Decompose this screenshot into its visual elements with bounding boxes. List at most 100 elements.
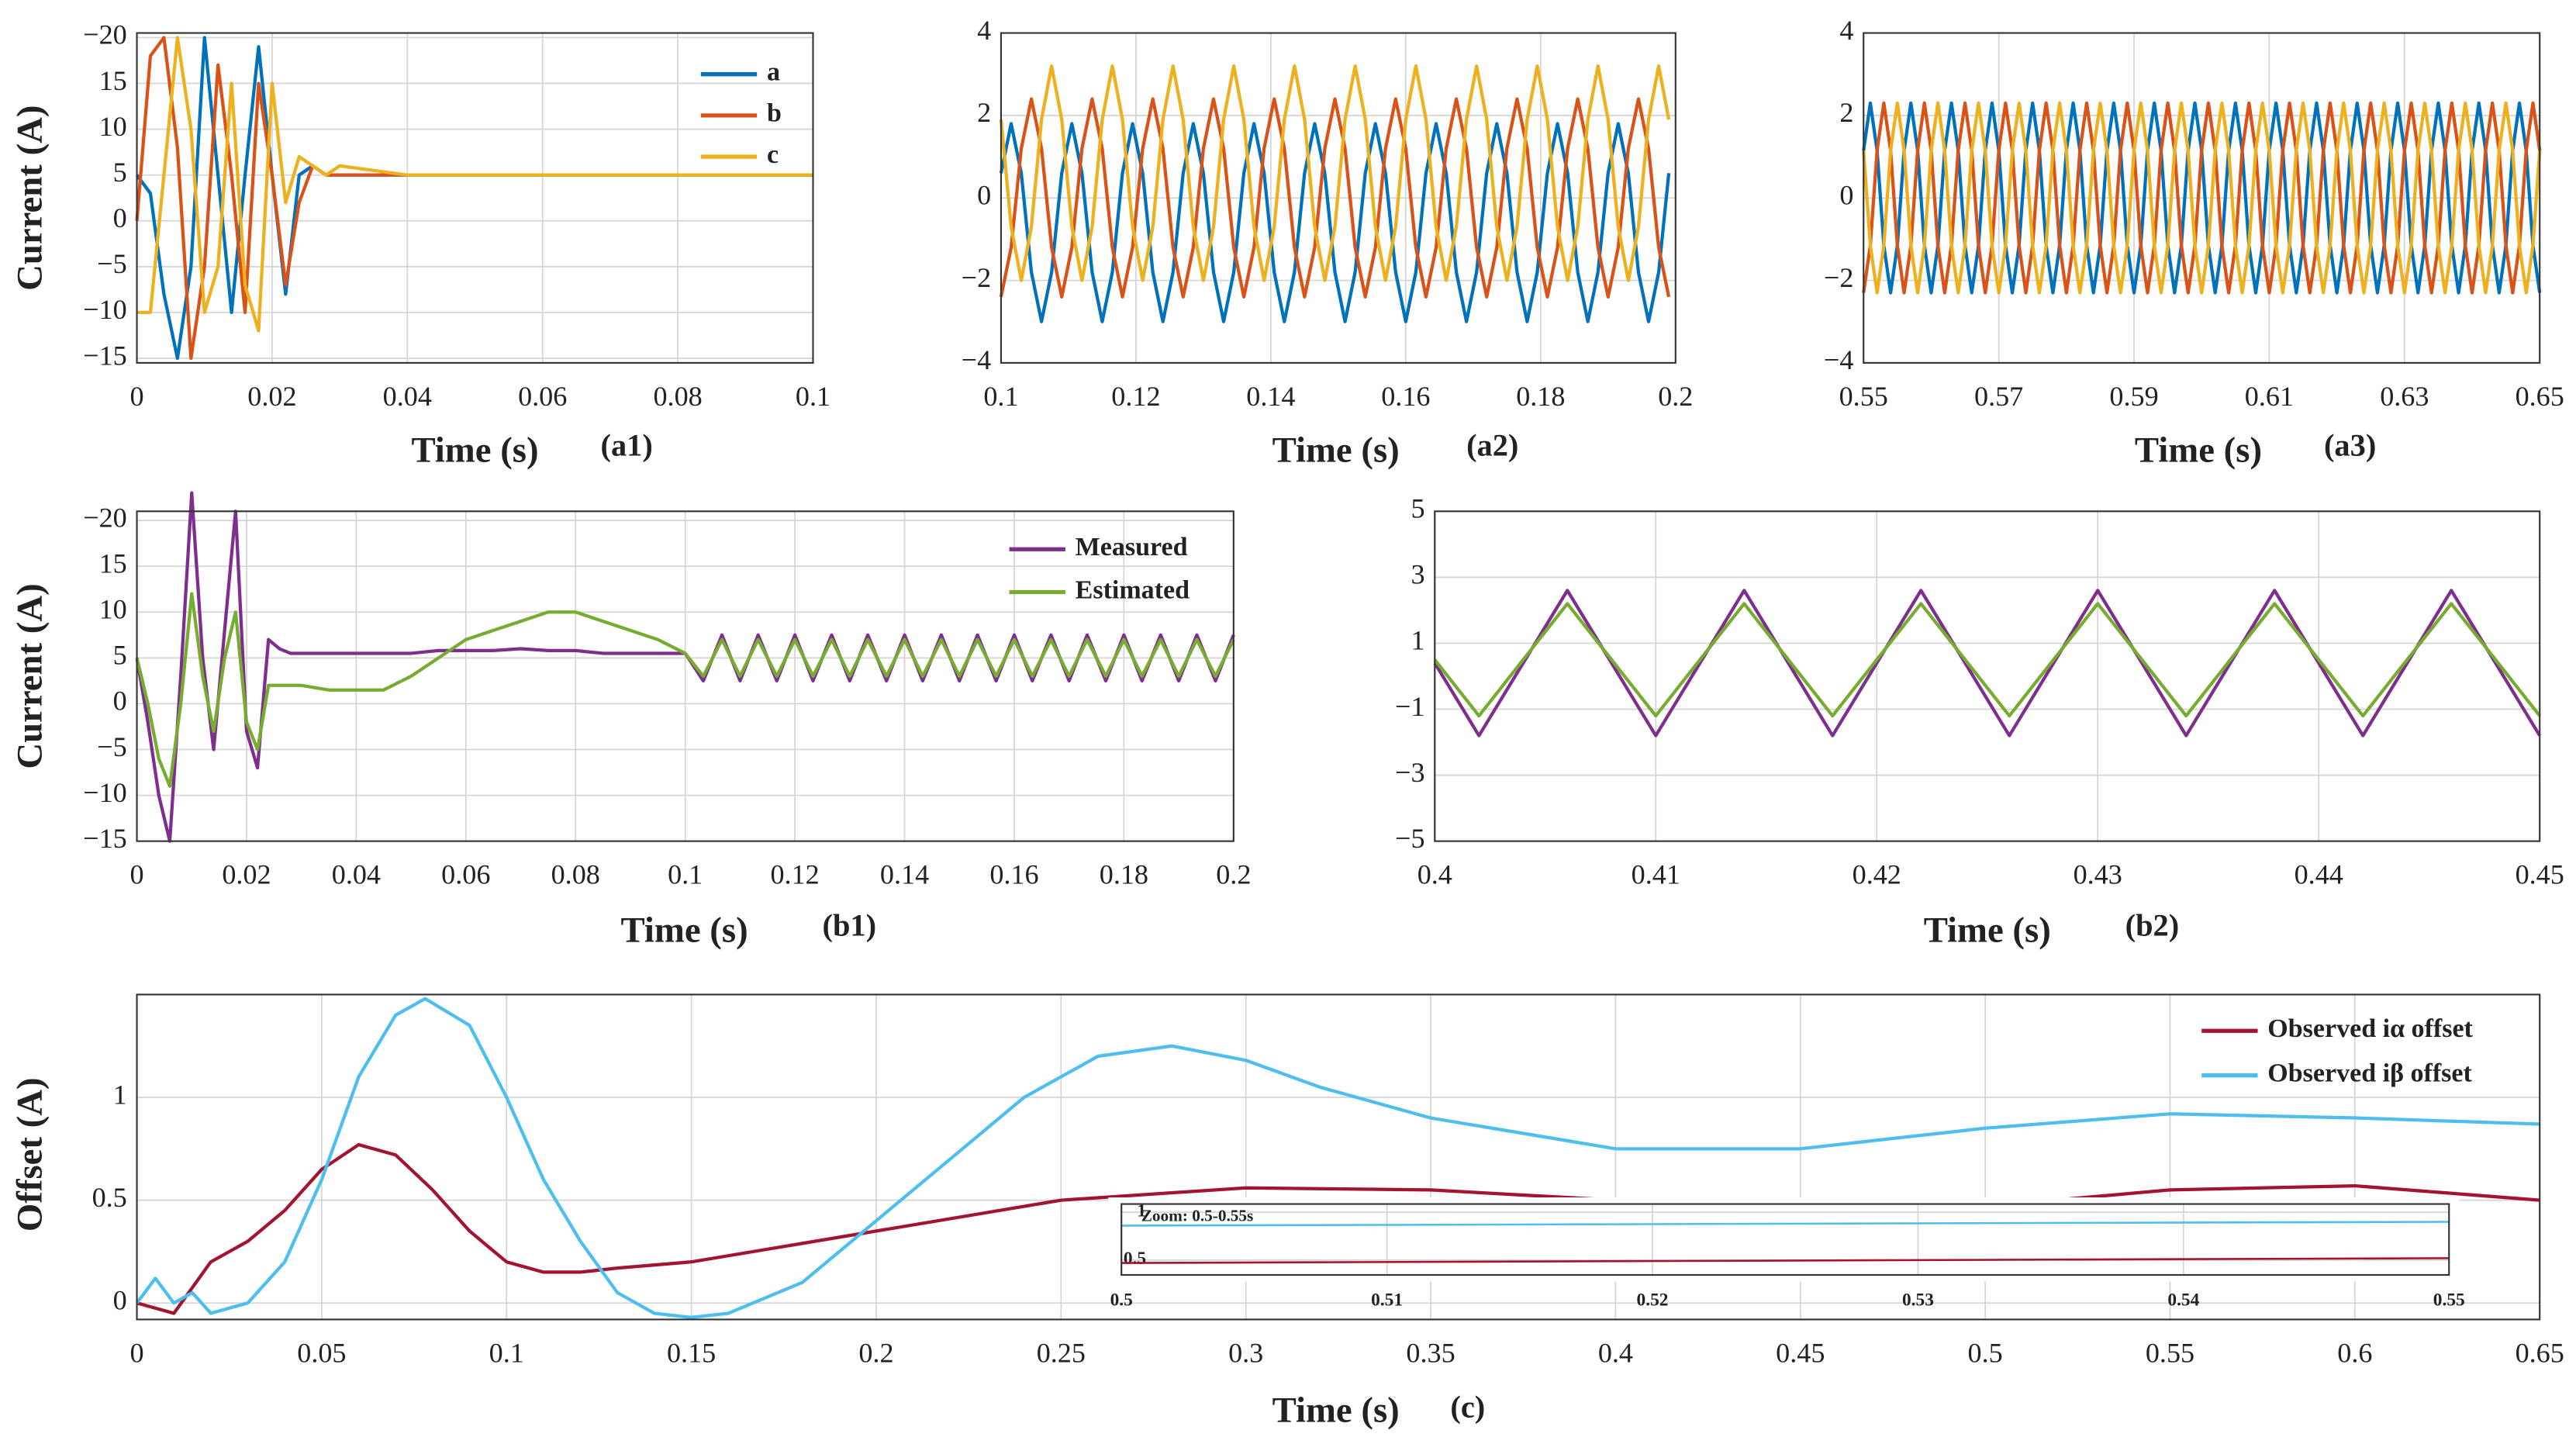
plot-frame: [1434, 510, 2541, 842]
y-tick-label: −4: [1824, 344, 1853, 375]
plot-area: [1435, 511, 2540, 841]
x-tick-label: 0: [129, 1338, 143, 1369]
y-axis-label: Offset (A): [9, 1077, 50, 1232]
y-tick-label: 0: [977, 180, 991, 211]
x-tick-label: 0.4: [1417, 859, 1452, 890]
y-tick-label: 5: [1411, 493, 1424, 524]
x-tick-label: 0.02: [222, 859, 271, 890]
x-tick-label: 0.1: [668, 859, 703, 890]
x-tick-label: 0.5: [1110, 1290, 1133, 1310]
x-axis-label: Time (s): [1272, 430, 1400, 471]
series-line: [999, 64, 1671, 282]
series-line: [1121, 1221, 2450, 1227]
plot-frame: [1000, 32, 1676, 364]
x-tick-label: 0.55: [1839, 381, 1888, 412]
x-axis-label: Time (s): [621, 910, 748, 950]
x-tick-label: 0.57: [1974, 381, 2023, 412]
series-line: [1862, 101, 2542, 295]
x-axis-label: Time (s): [411, 430, 538, 471]
y-tick-label: 5: [113, 640, 127, 671]
x-tick-label: 0.55: [2146, 1338, 2194, 1369]
plot-area: [136, 33, 813, 363]
x-tick-label: 0.42: [1853, 859, 1901, 890]
series-line: [999, 122, 1671, 323]
x-tick-label: 0.1: [983, 381, 1018, 412]
x-tick-label: 0: [129, 381, 143, 412]
y-tick-label: 0: [113, 1285, 127, 1316]
legend-label: Estimated: [1076, 575, 1190, 604]
y-tick-label: 3: [1411, 559, 1424, 590]
x-tick-label: 0.5: [1968, 1338, 2003, 1369]
x-tick-label: 0.65: [2516, 1338, 2564, 1369]
y-tick-label: −10: [83, 294, 127, 325]
x-tick-label: 0.05: [297, 1338, 346, 1369]
x-tick-label: 0.59: [2109, 381, 2158, 412]
x-tick-label: 0.55: [2433, 1290, 2465, 1310]
x-tick-label: 0.15: [667, 1338, 716, 1369]
plot-frame: [136, 993, 2541, 1321]
x-tick-label: 0.14: [1246, 381, 1295, 412]
y-tick-label: 2: [977, 97, 991, 128]
panel-label: (a1): [601, 428, 653, 463]
x-tick-label: 0.53: [1902, 1290, 1934, 1310]
y-tick-label: 15: [99, 65, 127, 96]
y-tick-label: −10: [83, 777, 127, 808]
x-tick-label: 0.16: [989, 859, 1038, 890]
x-tick-label: 0.54: [2167, 1290, 2199, 1310]
legend-label: Observed iα offset: [2267, 1014, 2473, 1043]
x-tick-label: 0.2: [1216, 859, 1251, 890]
x-axis-label: Time (s): [2135, 430, 2262, 471]
x-tick-label: 0.12: [770, 859, 819, 890]
x-tick-label: 0.25: [1037, 1338, 1086, 1369]
x-tick-label: 0.4: [1598, 1338, 1633, 1369]
panel-label: (b2): [2125, 908, 2180, 943]
y-tick-label: −3: [1395, 757, 1424, 788]
series-line: [999, 97, 1671, 299]
series-line: [1433, 589, 2542, 738]
x-tick-label: 0.18: [1516, 381, 1565, 412]
y-tick-label: 0.5: [92, 1182, 127, 1213]
x-tick-label: 0.61: [2245, 381, 2294, 412]
x-tick-label: 0.41: [1632, 859, 1680, 890]
x-tick-label: 0.04: [332, 859, 381, 890]
x-tick-label: 0.44: [2295, 859, 2343, 890]
x-tick-label: 0.52: [1637, 1290, 1669, 1310]
legend-label: c: [767, 140, 779, 169]
x-tick-label: 0.06: [441, 859, 490, 890]
y-tick-label: 0.5: [1124, 1249, 1146, 1269]
x-tick-label: 0.2: [858, 1338, 893, 1369]
x-tick-label: 0.18: [1100, 859, 1148, 890]
series-line: [1121, 1257, 2450, 1264]
plot-frame: [136, 32, 814, 364]
plot-frame: [136, 510, 1234, 842]
legend-label: a: [767, 58, 780, 87]
y-tick-label: 1: [113, 1079, 127, 1110]
y-tick-label: −2: [1824, 262, 1853, 293]
series-line: [1862, 101, 2542, 295]
y-axis-label: Current (A): [9, 105, 50, 291]
y-tick-label: −5: [97, 731, 126, 762]
plot-frame: [1863, 32, 2541, 364]
x-tick-label: 0: [129, 859, 143, 890]
y-tick-label: −15: [83, 340, 127, 371]
x-tick-label: 0.45: [2516, 859, 2564, 890]
panel-label: (a2): [1466, 428, 1518, 463]
y-tick-label: 0: [113, 202, 127, 233]
y-tick-label: 15: [99, 548, 127, 579]
series-line: [135, 997, 2540, 1319]
y-tick-label: 2: [1839, 97, 1853, 128]
x-tick-label: 0.3: [1228, 1338, 1263, 1369]
panel-label: (b1): [823, 908, 877, 943]
x-tick-label: 0.04: [383, 381, 432, 412]
plot-area: [1121, 1204, 2450, 1275]
y-tick-label: 4: [977, 15, 991, 46]
legend-label: Observed iβ offset: [2267, 1059, 2472, 1087]
x-tick-label: 0.45: [1776, 1338, 1825, 1369]
x-tick-label: 0.6: [2337, 1338, 2372, 1369]
x-tick-label: 0.12: [1111, 381, 1160, 412]
y-tick-label: −20: [83, 502, 127, 533]
inset-title: Zoom: 0.5-0.55s: [1141, 1206, 1254, 1225]
y-tick-label: −5: [1395, 823, 1424, 854]
y-tick-label: 1: [1137, 1201, 1146, 1221]
